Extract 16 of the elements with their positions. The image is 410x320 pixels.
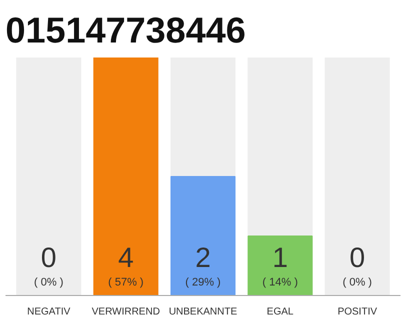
annotation: ( 29% )	[185, 276, 221, 288]
x-tick-label: POSITIV	[338, 306, 378, 318]
data-label: 0	[40, 242, 56, 273]
annotation: ( 0% )	[342, 276, 372, 288]
x-tick-label: UNBEKANNTE	[168, 306, 238, 318]
annotation: ( 14% )	[262, 276, 298, 288]
data-label: 0	[350, 242, 366, 273]
x-tick-label: NEGATIV	[27, 306, 71, 318]
x-tick-label: EGAL	[266, 306, 294, 318]
data-label: 4	[118, 242, 134, 273]
x-tick-label: VERWIRREND	[92, 306, 160, 318]
annotation: ( 57% )	[108, 276, 144, 288]
chart-title: 015147738446	[6, 10, 246, 50]
annotation: ( 0% )	[34, 276, 64, 288]
data-label: 2	[195, 242, 211, 273]
data-label: 1	[272, 242, 288, 273]
